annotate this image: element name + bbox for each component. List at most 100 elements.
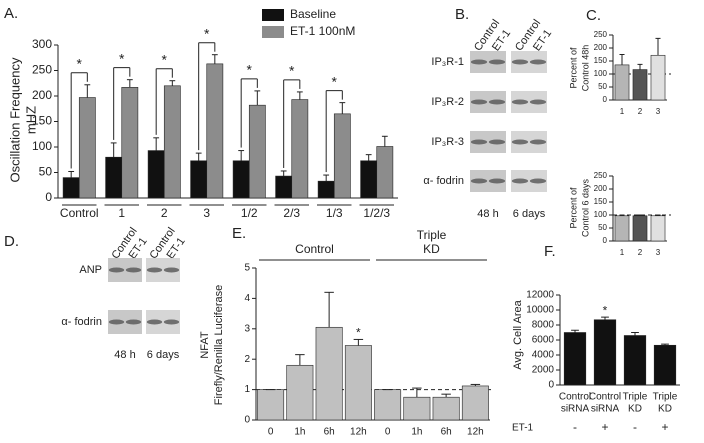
timepoint-label: 48 h	[114, 349, 135, 361]
error-bar	[470, 383, 481, 386]
bar	[653, 344, 677, 386]
x-tick-label: 12h	[467, 427, 484, 438]
error-bar	[339, 102, 346, 114]
group-label: KD	[423, 242, 440, 256]
blot-band	[511, 99, 529, 105]
error-bar	[324, 291, 334, 328]
timepoint-label: 6 days	[147, 349, 180, 361]
bar	[650, 215, 666, 242]
error-bar	[323, 174, 330, 182]
blot-band	[529, 59, 547, 65]
bar	[461, 385, 489, 421]
x-tick-label: Control	[60, 206, 99, 220]
bar	[614, 64, 630, 101]
x-tick-label: siRNA	[591, 404, 620, 415]
y-tick-label: 100	[32, 139, 52, 153]
significance-mark: *	[332, 73, 338, 89]
row-label: ANP	[79, 264, 102, 276]
y-axis-label: Avg. Cell Area	[512, 299, 524, 369]
error-bar	[631, 332, 639, 336]
row-label: IP₃R-2	[431, 96, 464, 108]
y-tick-label: 10000	[526, 305, 554, 316]
blot-band	[511, 139, 529, 145]
condition-value: +	[601, 420, 608, 434]
y-tick-label: 0	[45, 190, 52, 204]
row-label: IP₃R-1	[431, 56, 464, 68]
y-tick-label: 100	[594, 69, 608, 78]
bar	[190, 160, 208, 199]
bar	[105, 156, 123, 199]
y-tick-label: 250	[594, 171, 608, 180]
y-axis-label: mHZ	[23, 106, 38, 134]
blot-background	[470, 51, 506, 73]
blot-band	[108, 319, 125, 325]
blot-band	[146, 319, 163, 325]
error-bar	[110, 142, 117, 158]
blot-band	[511, 178, 529, 184]
significance-mark: *	[77, 55, 83, 71]
blot-band	[529, 178, 547, 184]
y-axis-label: Control 6 days	[580, 178, 590, 237]
bar	[593, 319, 617, 386]
x-tick-label: 1/3	[326, 206, 343, 220]
error-bar	[238, 150, 245, 161]
bar	[286, 364, 314, 421]
x-tick-label: 1h	[411, 427, 422, 438]
error-bar	[254, 90, 261, 106]
error-bar	[655, 37, 661, 56]
error-bar	[601, 316, 609, 320]
blot-background	[511, 131, 547, 153]
bar	[333, 113, 351, 199]
y-tick-label: 12000	[526, 290, 554, 301]
error-bar	[353, 338, 364, 346]
x-tick-label: 2	[638, 248, 643, 257]
legend-swatch	[262, 9, 284, 21]
blot-band	[470, 59, 488, 65]
legend-label: Baseline	[290, 7, 336, 21]
group-label: Control	[295, 242, 334, 256]
y-tick-label: 8000	[532, 320, 555, 331]
y-axis-label: Oscillation Frequency	[7, 57, 22, 182]
bar	[147, 150, 165, 199]
error-bar	[637, 214, 643, 216]
y-tick-label: 5	[244, 263, 250, 274]
y-tick-label: 250	[594, 30, 608, 39]
bar	[374, 389, 402, 421]
error-bar	[365, 154, 372, 161]
blot-band	[488, 99, 506, 105]
y-tick-label: 0	[603, 95, 608, 104]
blot-band	[470, 99, 488, 105]
blot-band	[529, 139, 547, 145]
bar	[632, 69, 648, 101]
panel-label: D.	[4, 233, 19, 250]
x-tick-label: 1/2/3	[363, 206, 390, 220]
blot-band	[488, 178, 506, 184]
blot-band	[108, 267, 125, 273]
y-tick-label: 2000	[532, 365, 555, 376]
y-tick-label: 100	[594, 210, 608, 219]
x-tick-label: 6h	[324, 427, 335, 438]
blot-background	[470, 91, 506, 113]
y-axis-label: Control 48h	[580, 45, 590, 92]
x-tick-label: 12h	[350, 427, 367, 438]
error-bar	[169, 80, 176, 86]
timepoint-label: 48 h	[477, 208, 498, 220]
x-tick-label: 1	[620, 107, 625, 116]
x-tick-label: 1	[118, 206, 125, 220]
bar	[78, 97, 96, 199]
panel-label: B.	[455, 6, 469, 23]
bar	[291, 99, 309, 199]
significance-mark: *	[119, 50, 125, 66]
error-bar	[280, 170, 287, 177]
error-bar	[655, 214, 661, 216]
y-tick-label: 200	[32, 88, 52, 102]
y-axis-label: Percent of	[568, 187, 578, 229]
bar	[62, 177, 80, 199]
blot-band	[163, 319, 180, 325]
significance-mark: *	[603, 303, 608, 317]
timepoint-label: 6 days	[513, 208, 546, 220]
y-axis-label: Firefly/Renilla Luciferase	[213, 285, 225, 405]
x-tick-label: 0	[385, 427, 391, 438]
x-tick-label: 2/3	[283, 206, 300, 220]
x-tick-label: 2	[638, 107, 643, 116]
